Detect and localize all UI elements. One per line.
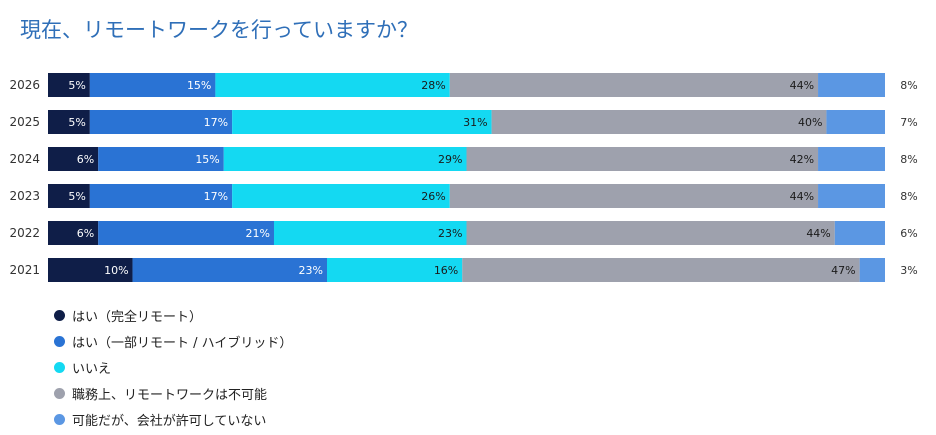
data-label-2021-s2: 16% — [434, 264, 458, 277]
bar-segment-2024-s2 — [223, 147, 467, 171]
legend-label: 職務上、リモートワークは不可能 — [72, 387, 268, 403]
data-label-2024-s4: 8% — [900, 153, 917, 166]
bar-segment-2026-s1 — [89, 73, 216, 97]
bar-segment-2022-s3 — [466, 221, 835, 245]
data-label-2022-s4: 6% — [900, 227, 917, 240]
legend-item-s3: 職務上、リモートワークは不可能 — [54, 380, 292, 406]
data-label-2025-s0: 5% — [68, 116, 85, 129]
data-label-2023-s4: 8% — [900, 190, 917, 203]
data-label-2021-s3: 47% — [831, 264, 855, 277]
data-label-2025-s2: 31% — [463, 116, 487, 129]
data-label-2026-s1: 15% — [187, 79, 211, 92]
bar-segment-2025-s2 — [232, 110, 492, 134]
legend-swatch — [54, 413, 65, 425]
bar-segment-2022-s4 — [834, 221, 885, 245]
legend-item-s4: 可能だが、会社が許可していない — [54, 406, 292, 432]
bar-segment-2026-s2 — [215, 73, 450, 97]
bar-segment-2021-s0 — [48, 258, 133, 282]
bar-segment-2022-s2 — [273, 221, 467, 245]
bar-segment-2025-s4 — [826, 110, 885, 134]
bar-segment-2026-s3 — [449, 73, 819, 97]
bar-segment-2024-s1 — [98, 147, 224, 171]
data-label-2026-s4: 8% — [900, 79, 917, 92]
category-label-2022: 2022 — [9, 226, 40, 240]
data-label-2023-s3: 44% — [790, 190, 814, 203]
bar-segment-2022-s1 — [98, 221, 274, 245]
data-label-2026-s3: 44% — [790, 79, 814, 92]
bar-segment-2023-s4 — [818, 184, 885, 208]
bar-segment-2023-s3 — [449, 184, 819, 208]
data-label-2023-s0: 5% — [68, 190, 85, 203]
data-label-2023-s1: 17% — [204, 190, 228, 203]
stacked-bar-chart: 2026 5% 15% 28% 44% 8% 2025 5% 17% 31% 40% 7% 2024 6%… — [9, 73, 918, 282]
legend-item-s1: はい（一部リモート / ハイブリッド） — [54, 328, 292, 354]
bar-segment-2024-s4 — [818, 147, 885, 171]
legend-swatch — [54, 387, 65, 399]
legend-swatch — [54, 335, 65, 347]
bar-segment-2025-s3 — [491, 110, 827, 134]
data-label-2024-s1: 15% — [195, 153, 219, 166]
chart-title: 現在、リモートワークを行っていますか？ — [20, 18, 418, 42]
data-label-2024-s2: 29% — [438, 153, 462, 166]
legend-label: いいえ — [72, 361, 112, 377]
data-label-2025-s3: 40% — [798, 116, 822, 129]
category-label-2026: 2026 — [9, 78, 40, 92]
data-label-2023-s2: 26% — [421, 190, 445, 203]
bar-segment-2026-s0 — [48, 73, 90, 97]
legend-label: はい（一部リモート / ハイブリッド） — [72, 335, 293, 351]
category-label-2024: 2024 — [9, 152, 40, 166]
data-label-2026-s2: 28% — [421, 79, 445, 92]
data-label-2022-s2: 23% — [438, 227, 462, 240]
bar-segment-2024-s3 — [466, 147, 819, 171]
bar-segment-2025-s0 — [48, 110, 90, 134]
legend-item-s0: はい（完全リモート） — [54, 302, 292, 328]
data-label-2024-s3: 42% — [790, 153, 814, 166]
bar-segment-2026-s4 — [818, 73, 885, 97]
legend: はい（完全リモート） はい（一部リモート / ハイブリッド） いいえ職務上、リモート… — [54, 302, 292, 432]
bar-segment-2023-s1 — [89, 184, 233, 208]
data-label-2025-s1: 17% — [204, 116, 228, 129]
bar-segment-2024-s0 — [48, 147, 99, 171]
data-label-2021-s0: 10% — [104, 264, 128, 277]
data-label-2026-s0: 5% — [68, 79, 85, 92]
bar-segment-2021-s4 — [859, 258, 885, 282]
data-label-2024-s0: 6% — [77, 153, 94, 166]
legend-swatch — [54, 361, 65, 373]
bar-segment-2021-s3 — [462, 258, 860, 282]
category-label-2021: 2021 — [9, 263, 40, 277]
bar-segment-2021-s2 — [327, 258, 463, 282]
data-label-2021-s1: 23% — [299, 264, 323, 277]
legend-item-s2: いいえ — [54, 354, 292, 380]
legend-swatch — [54, 309, 65, 321]
bar-segment-2025-s1 — [89, 110, 233, 134]
bar-segment-2023-s2 — [232, 184, 450, 208]
bar-segment-2021-s1 — [132, 258, 327, 282]
data-label-2022-s0: 6% — [77, 227, 94, 240]
category-label-2025: 2025 — [9, 115, 40, 129]
data-label-2021-s4: 3% — [900, 264, 917, 277]
data-label-2025-s4: 7% — [900, 116, 917, 129]
bar-segment-2023-s0 — [48, 184, 90, 208]
data-label-2022-s1: 21% — [246, 227, 270, 240]
bar-segment-2022-s0 — [48, 221, 99, 245]
data-label-2022-s3: 44% — [806, 227, 830, 240]
category-label-2023: 2023 — [9, 189, 40, 203]
legend-label: はい（完全リモート） — [72, 309, 203, 325]
legend-label: 可能だが、会社が許可していない — [72, 413, 267, 429]
